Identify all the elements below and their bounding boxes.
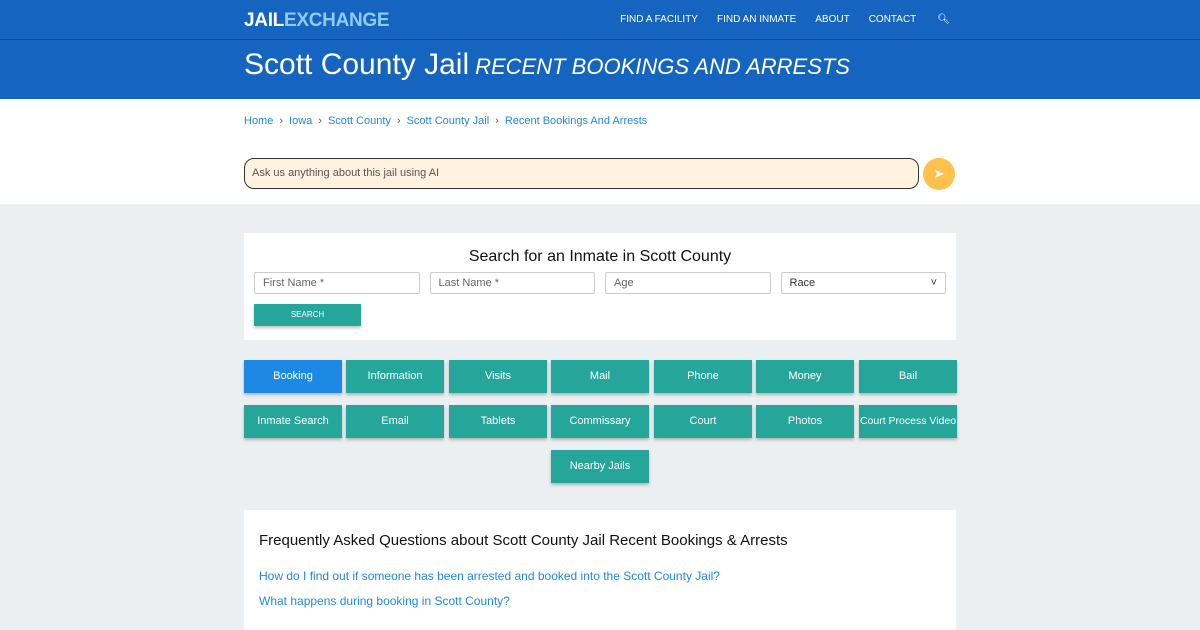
- nav-button-booking[interactable]: Booking: [244, 360, 342, 393]
- faq-section: Frequently Asked Questions about Scott C…: [244, 510, 956, 630]
- search-button[interactable]: SEARCH: [254, 304, 361, 326]
- nav-find-inmate[interactable]: FIND AN INMATE: [716, 14, 797, 25]
- nav-button-bail[interactable]: Bail: [859, 360, 957, 393]
- nav-button-phone[interactable]: Phone: [654, 360, 752, 393]
- nav-button-money[interactable]: Money: [756, 360, 854, 393]
- ai-placeholder: Ask us anything about this jail using AI: [252, 167, 440, 179]
- race-select[interactable]: Race ˅: [780, 272, 946, 294]
- nav-button-email[interactable]: Email: [346, 405, 444, 438]
- nav-button-court[interactable]: Court: [654, 405, 752, 438]
- search-title: Search for an Inmate in Scott County: [468, 248, 732, 265]
- search-icon[interactable]: 🔍︎: [937, 14, 950, 25]
- age-input[interactable]: Age: [605, 272, 771, 294]
- chevron-right-icon: ›: [279, 115, 284, 127]
- logo[interactable]: JAILEXCHANGE: [244, 10, 390, 32]
- last-name-placeholder: Last Name *: [438, 277, 500, 289]
- title-main: Scott County Jail: [244, 48, 470, 81]
- chevron-down-icon: ˅: [930, 277, 937, 289]
- inmate-search-card: Search for an Inmate in Scott County Fir…: [244, 233, 956, 340]
- send-icon[interactable]: ➤: [923, 158, 955, 190]
- nav-button-visits[interactable]: Visits: [449, 360, 547, 393]
- race-selected: Race: [789, 277, 816, 289]
- logo-text-accent: EXCHANGE: [283, 10, 390, 31]
- faq-title: Frequently Asked Questions about Scott C…: [259, 532, 788, 549]
- last-name-input[interactable]: Last Name *: [429, 272, 595, 294]
- logo-text: JAIL: [244, 10, 284, 31]
- page-title: Scott County Jail RECENT BOOKINGS AND ARR…: [0, 40, 1200, 99]
- first-name-placeholder: First Name *: [263, 277, 325, 289]
- faq-link[interactable]: What happens during booking in Scott Cou…: [259, 594, 510, 608]
- nav-about[interactable]: ABOUT: [815, 14, 850, 25]
- nav-contact[interactable]: CONTACT: [868, 14, 917, 25]
- breadcrumb-current[interactable]: Recent Bookings And Arrests: [504, 115, 648, 127]
- first-name-input[interactable]: First Name *: [254, 272, 420, 294]
- nav-button-commissary[interactable]: Commissary: [551, 405, 649, 438]
- breadcrumb-county[interactable]: Scott County: [327, 115, 391, 127]
- nav-button-mail[interactable]: Mail: [551, 360, 649, 393]
- nav-button-inmate-search[interactable]: Inmate Search: [244, 405, 342, 438]
- title-sub: RECENT BOOKINGS AND ARRESTS: [475, 54, 850, 79]
- breadcrumb-jail[interactable]: Scott County Jail: [406, 115, 490, 127]
- top-nav: JAILEXCHANGE FIND A FACILITY FIND AN INM…: [0, 0, 1200, 40]
- chevron-right-icon: ›: [396, 115, 401, 127]
- breadcrumb-home[interactable]: Home: [244, 115, 274, 127]
- age-placeholder: Age: [614, 277, 634, 289]
- breadcrumb: Home › Iowa › Scott County › Scott County Jail…: [244, 115, 647, 127]
- breadcrumb-iowa[interactable]: Iowa: [289, 115, 313, 127]
- nav-button-nearby-jails[interactable]: Nearby Jails: [551, 450, 649, 483]
- nav-find-facility[interactable]: FIND A FACILITY: [620, 14, 698, 25]
- nav-button-tablets[interactable]: Tablets: [449, 405, 547, 438]
- nav-button-photos[interactable]: Photos: [756, 405, 854, 438]
- chevron-right-icon: ›: [318, 115, 322, 127]
- ai-question-input[interactable]: Ask us anything about this jail using AI: [244, 158, 919, 189]
- nav-button-court-process-video[interactable]: Court Process Video: [859, 405, 957, 438]
- nav-button-information[interactable]: Information: [346, 360, 444, 393]
- faq-link[interactable]: How do I find out if someone has been ar…: [259, 569, 720, 583]
- chevron-right-icon: ›: [495, 115, 499, 127]
